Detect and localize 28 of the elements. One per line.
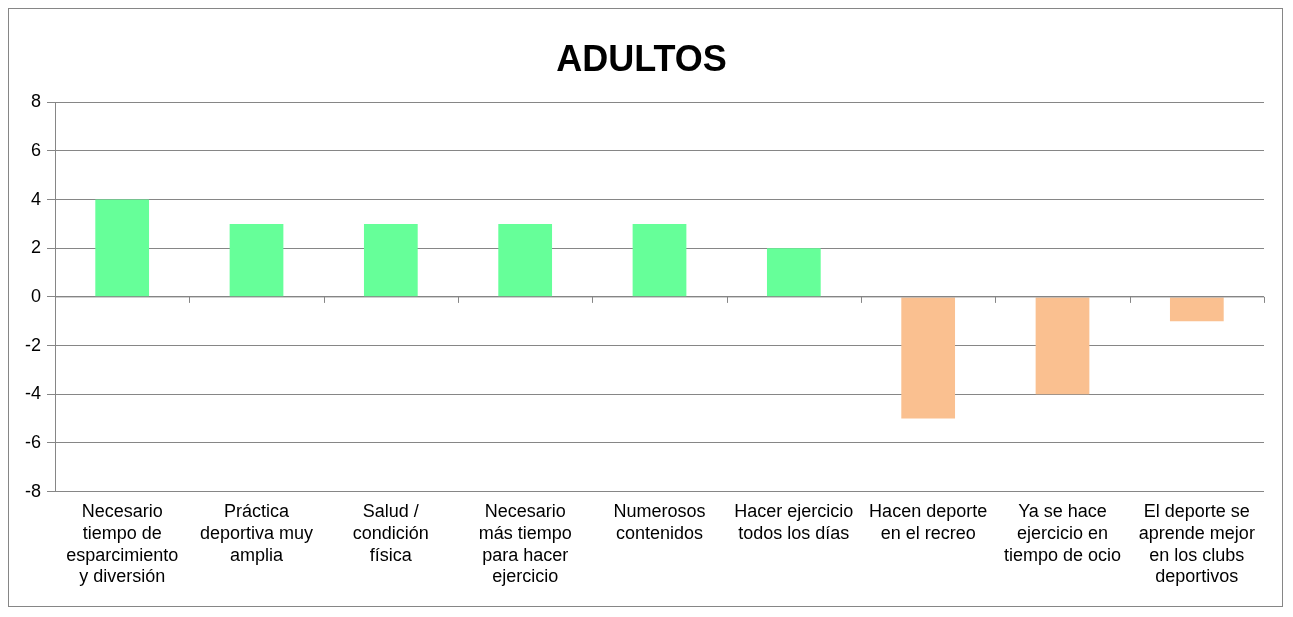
bar	[1035, 297, 1090, 395]
x-tick-label: Hacen deporte en el recreo	[869, 501, 988, 543]
y-tick-label: 6	[30, 139, 41, 160]
y-tick-label: 2	[30, 237, 41, 258]
bar	[363, 223, 418, 297]
x-tick-label: Necesario más tiempo para hacer ejercicio	[478, 501, 572, 587]
bar	[229, 223, 284, 297]
y-tick-label: -8	[24, 480, 41, 501]
bar	[95, 199, 150, 297]
y-tick-label: 4	[30, 188, 41, 209]
chart-title: ADULTOS	[556, 37, 727, 79]
y-tick-label: -6	[24, 431, 41, 452]
bar	[498, 223, 553, 297]
bar	[632, 223, 687, 297]
x-tick-label: El deporte se aprende mejor en los clubs deportivos	[1138, 501, 1255, 587]
y-tick-label: 8	[30, 91, 41, 112]
y-tick-label: 0	[30, 285, 41, 306]
y-tick-label: -4	[24, 383, 41, 404]
x-tick-label: Numerosos contenidos	[613, 501, 706, 543]
bar	[901, 297, 956, 419]
bar	[1169, 297, 1224, 322]
x-tick-label: Práctica deportiva muy amplia	[199, 501, 314, 565]
y-tick-label: -2	[24, 334, 41, 355]
x-tick-label: Ya se hace ejercicio en tiempo de ocio	[1003, 501, 1122, 565]
bar	[766, 248, 821, 297]
x-tick-label: Necesario tiempo de esparcimiento y diversión	[66, 501, 179, 587]
x-tick-label: Salud / condición física	[352, 501, 429, 565]
x-tick-label: Hacer ejercicio todos los días	[734, 501, 854, 543]
